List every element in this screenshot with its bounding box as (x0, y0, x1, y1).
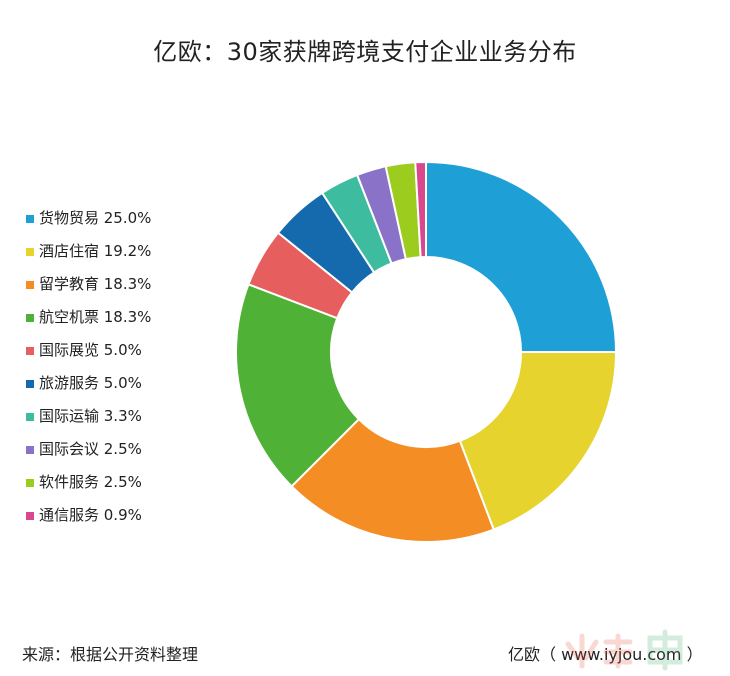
legend-swatch (26, 413, 34, 421)
legend-swatch (26, 347, 34, 355)
credit-note: 亿欧（ www.iyjou.com ） (508, 645, 703, 664)
legend-label: 货物贸易 25.0% (39, 209, 152, 227)
legend-label: 酒店住宿 19.2% (39, 242, 152, 260)
watermark-logo-icon (565, 629, 683, 671)
source-note: 来源：根据公开资料整理 (22, 645, 199, 664)
legend-swatch (26, 479, 34, 487)
legend-swatch (26, 512, 34, 520)
legend-label: 国际会议 2.5% (39, 440, 142, 458)
legend-label: 国际展览 5.0% (39, 341, 142, 359)
legend-swatch (26, 380, 34, 388)
legend-label: 旅游服务 5.0% (39, 374, 142, 392)
legend-label: 留学教育 18.3% (39, 275, 152, 293)
pie-slice-3 (290, 417, 496, 543)
pie-slice-10 (414, 160, 427, 259)
legend-swatch (26, 314, 34, 322)
legend-label: 软件服务 2.5% (39, 473, 142, 491)
legend-label: 国际运输 3.3% (39, 407, 142, 425)
pie-slice-2 (458, 351, 618, 531)
chart-title: 亿欧：30家获牌跨境支付企业业务分布 (153, 38, 577, 66)
pie-slice-4 (235, 282, 361, 488)
legend-swatch (26, 215, 34, 223)
legend-swatch (26, 248, 34, 256)
legend-label: 通信服务 0.9% (39, 506, 142, 524)
legend-swatch (26, 446, 34, 454)
pie-slice-1 (425, 160, 618, 353)
legend-label: 航空机票 18.3% (39, 308, 152, 326)
legend-swatch (26, 281, 34, 289)
